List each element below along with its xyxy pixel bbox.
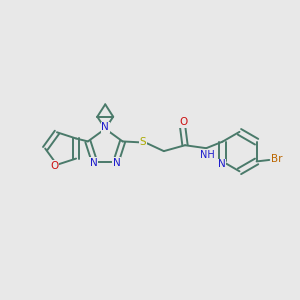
Text: N: N (218, 159, 226, 170)
Text: S: S (139, 137, 146, 147)
Text: O: O (179, 117, 188, 127)
Text: N: N (113, 158, 120, 168)
Text: O: O (50, 161, 59, 171)
Text: N: N (90, 158, 98, 168)
Text: N: N (101, 122, 109, 132)
Text: NH: NH (200, 150, 215, 160)
Text: Br: Br (271, 154, 283, 164)
